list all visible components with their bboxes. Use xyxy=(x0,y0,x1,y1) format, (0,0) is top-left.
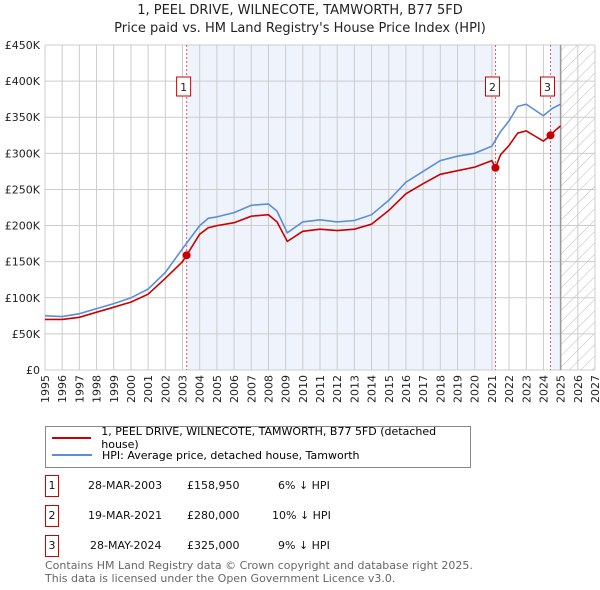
x-tick-label: 1997 xyxy=(73,375,86,403)
price: £325,000 xyxy=(187,539,240,552)
footer-line: Contains HM Land Registry data © Crown c… xyxy=(45,559,473,572)
ownership-shade-1 xyxy=(186,45,496,370)
x-tick-label: 2020 xyxy=(469,375,482,403)
x-tick-label: 2027 xyxy=(589,375,600,403)
x-tick-label: 2021 xyxy=(486,375,499,403)
x-tick-label: 2012 xyxy=(331,375,344,403)
price: £280,000 xyxy=(187,509,240,522)
x-tick-label: 2011 xyxy=(314,375,327,403)
x-tick-label: 2026 xyxy=(572,375,585,403)
price-paid-line xyxy=(45,125,562,321)
sale-badge-label: 2 xyxy=(489,81,496,94)
x-tick-label: 1995 xyxy=(39,375,52,403)
marker-badge: 2 xyxy=(45,505,59,527)
legend-item-price: 1, PEEL DRIVE, WILNECOTE, TAMWORTH, B77 … xyxy=(52,425,470,451)
legend: 1, PEEL DRIVE, WILNECOTE, TAMWORTH, B77 … xyxy=(45,425,471,468)
date: 19-MAR-2021 xyxy=(88,509,163,522)
sale-point xyxy=(182,251,191,260)
x-tick-label: 2018 xyxy=(434,375,447,403)
sale-badge xyxy=(484,76,500,97)
y-tick-label: £200K xyxy=(5,220,41,233)
y-tick-label: £350K xyxy=(5,111,41,124)
x-tick-label: 2015 xyxy=(383,375,396,403)
marker-badge: 3 xyxy=(45,535,59,557)
x-tick-label: 2016 xyxy=(400,375,413,403)
y-tick-label: £150K xyxy=(5,256,41,269)
x-tick-label: 1998 xyxy=(91,375,104,403)
footer: Contains HM Land Registry data © Crown c… xyxy=(45,559,473,585)
sale-badge-label: 3 xyxy=(544,81,551,94)
hpi-line xyxy=(44,103,561,318)
x-tick-label: 2010 xyxy=(297,375,310,403)
x-tick-label: 2024 xyxy=(537,375,550,403)
x-tick-label: 2007 xyxy=(245,375,258,403)
y-tick-label: £0 xyxy=(26,364,40,377)
y-tick-label: £100K xyxy=(5,292,41,305)
marker-badge: 1 xyxy=(45,475,59,497)
date: 28-MAR-2003 xyxy=(88,479,163,492)
y-tick-label: £250K xyxy=(5,183,41,196)
sale-point xyxy=(546,131,555,140)
legend-item-hpi: HPI: Average price, detached house, Tamw… xyxy=(52,447,360,463)
y-tick-label: £450K xyxy=(5,39,41,52)
sale-badge xyxy=(176,76,192,97)
y-tick-label: £400K xyxy=(5,75,41,88)
x-tick-label: 2000 xyxy=(125,375,138,403)
x-tick-label: 2006 xyxy=(228,375,241,403)
hpi-diff: 6% ↓ HPI xyxy=(278,479,330,492)
x-tick-label: 2017 xyxy=(417,375,430,403)
x-tick-label: 2001 xyxy=(142,375,155,403)
x-tick-label: 2009 xyxy=(280,375,293,403)
x-tick-label: 2014 xyxy=(366,375,379,403)
x-tick-label: 2008 xyxy=(262,375,275,403)
date: 28-MAY-2024 xyxy=(90,539,162,552)
x-tick-label: 2019 xyxy=(452,375,465,403)
x-tick-label: 2013 xyxy=(348,375,361,403)
chart: 1995 1996 1997 1998 1999 2000 2001 2002 2003 2004… xyxy=(5,39,600,403)
sale-badge-label: 1 xyxy=(180,81,187,94)
chart-subtitle: Price paid vs. HM Land Registry's House … xyxy=(114,21,486,36)
chart-title: 1, PEEL DRIVE, WILNECOTE, TAMWORTH, B77 … xyxy=(137,3,463,18)
x-tick-label: 2004 xyxy=(194,375,207,403)
x-tick-label: 2022 xyxy=(503,375,516,403)
x-tick-label: 1999 xyxy=(108,375,121,403)
x-tick-label: 2025 xyxy=(555,375,568,403)
legend-label: HPI: Average price, detached house, Tamw… xyxy=(102,448,360,462)
hpi-diff: 9% ↓ HPI xyxy=(278,539,330,552)
ownership-shade-2 xyxy=(550,45,561,370)
y-tick-label: £50K xyxy=(12,328,41,341)
x-tick-label: 1996 xyxy=(56,375,69,403)
hpi-diff: 10% ↓ HPI xyxy=(272,509,331,522)
x-tick-label: 2003 xyxy=(177,375,190,403)
footer-line: This data is licensed under the Open Gov… xyxy=(45,572,396,585)
x-tick-label: 2005 xyxy=(211,375,224,403)
sale-point xyxy=(491,163,500,172)
price: £158,950 xyxy=(187,479,240,492)
x-tick-label: 2023 xyxy=(520,375,533,403)
legend-label: 1, PEEL DRIVE, WILNECOTE, TAMWORTH, B77 … xyxy=(101,425,437,451)
x-tick-label: 2002 xyxy=(159,375,172,403)
sale-badge xyxy=(539,76,555,97)
y-tick-label: £300K xyxy=(5,147,41,160)
